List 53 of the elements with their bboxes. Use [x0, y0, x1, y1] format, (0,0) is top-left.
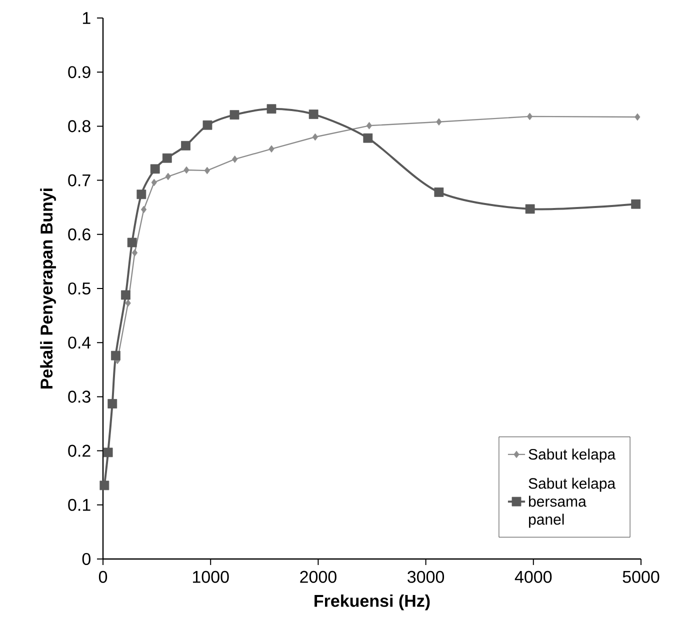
- point: [136, 190, 146, 200]
- y-tick-label: 0.7: [68, 174, 90, 186]
- point: [268, 145, 274, 153]
- point: [308, 110, 318, 119]
- y-tick-label: 0.2: [68, 444, 90, 457]
- x-tick-label: 2000: [300, 570, 336, 583]
- legend-label: Sabut kelapa: [528, 448, 616, 463]
- point: [230, 110, 240, 120]
- x-tick-label: 0: [98, 570, 108, 583]
- point: [181, 140, 190, 150]
- point: [434, 187, 444, 197]
- point: [100, 480, 110, 490]
- legend-label: Sabut kelapa bersama panel: [528, 478, 616, 528]
- y-tick-label: 0.3: [68, 390, 90, 403]
- point: [631, 199, 641, 209]
- point: [312, 133, 318, 141]
- point: [266, 104, 276, 114]
- point: [121, 290, 130, 300]
- point: [634, 113, 640, 121]
- point: [436, 118, 442, 126]
- x-axis-title: Frekuensi (Hz): [314, 594, 430, 610]
- point: [127, 238, 137, 248]
- point: [132, 249, 138, 256]
- y-tick-label: 0.1: [68, 498, 90, 511]
- point: [151, 178, 157, 186]
- y-axis-title: Pekali Penyerapan Bunyi: [40, 188, 56, 388]
- y-tick-label: 0.4: [68, 336, 91, 349]
- point: [108, 399, 118, 408]
- y-tick-label: 0.5: [68, 282, 90, 295]
- point: [526, 112, 533, 120]
- y-tick-label: 0.8: [68, 120, 90, 132]
- y-tick-label: 0.9: [68, 66, 90, 78]
- point: [162, 153, 172, 163]
- x-tick-label: 4000: [514, 570, 552, 583]
- y-tick-label: 0: [82, 552, 90, 566]
- y-tick-label: 1: [82, 12, 90, 24]
- point: [525, 204, 535, 214]
- point: [204, 166, 210, 174]
- point: [150, 164, 160, 174]
- point: [232, 156, 238, 163]
- point: [202, 120, 212, 130]
- x-tick-label: 5000: [622, 570, 660, 583]
- y-tick-label: 0.6: [68, 228, 90, 240]
- point: [363, 133, 373, 143]
- x-tick-label: 3000: [408, 570, 444, 583]
- point: [184, 166, 190, 174]
- point: [140, 206, 147, 214]
- point: [125, 299, 131, 307]
- point: [103, 448, 113, 458]
- point: [110, 350, 120, 360]
- x-tick-label: 1000: [192, 570, 229, 583]
- point: [165, 172, 171, 180]
- point: [366, 122, 372, 130]
